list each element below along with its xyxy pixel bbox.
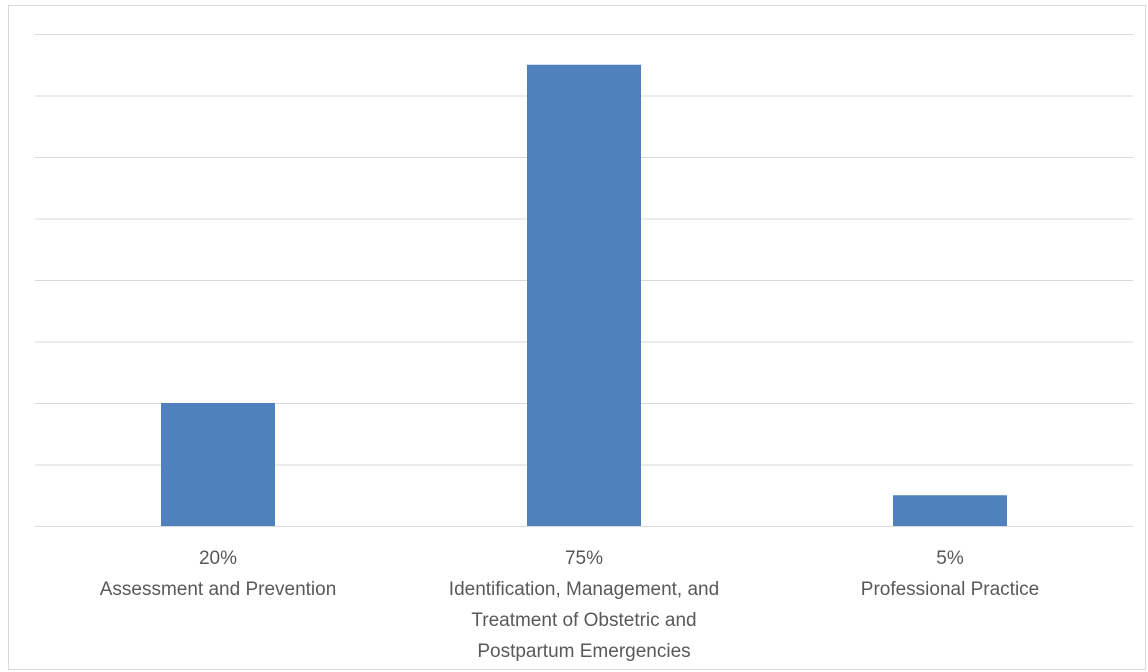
data-label: 75% <box>565 548 603 569</box>
bar <box>161 403 275 526</box>
category-label: Assessment and Prevention <box>100 579 337 600</box>
data-label: 20% <box>199 548 237 569</box>
category-label: Professional Practice <box>861 579 1039 600</box>
bars <box>161 64 1007 526</box>
category-labels: 20% Assessment and Prevention 75% Identific… <box>100 548 1040 662</box>
bar <box>893 495 1007 526</box>
bar <box>527 64 641 526</box>
category-label: Identification, Management, and <box>449 579 719 600</box>
data-label: 5% <box>936 548 964 569</box>
category-label: Treatment of Obstetric and <box>471 610 696 631</box>
category-label: Postpartum Emergencies <box>477 641 690 662</box>
